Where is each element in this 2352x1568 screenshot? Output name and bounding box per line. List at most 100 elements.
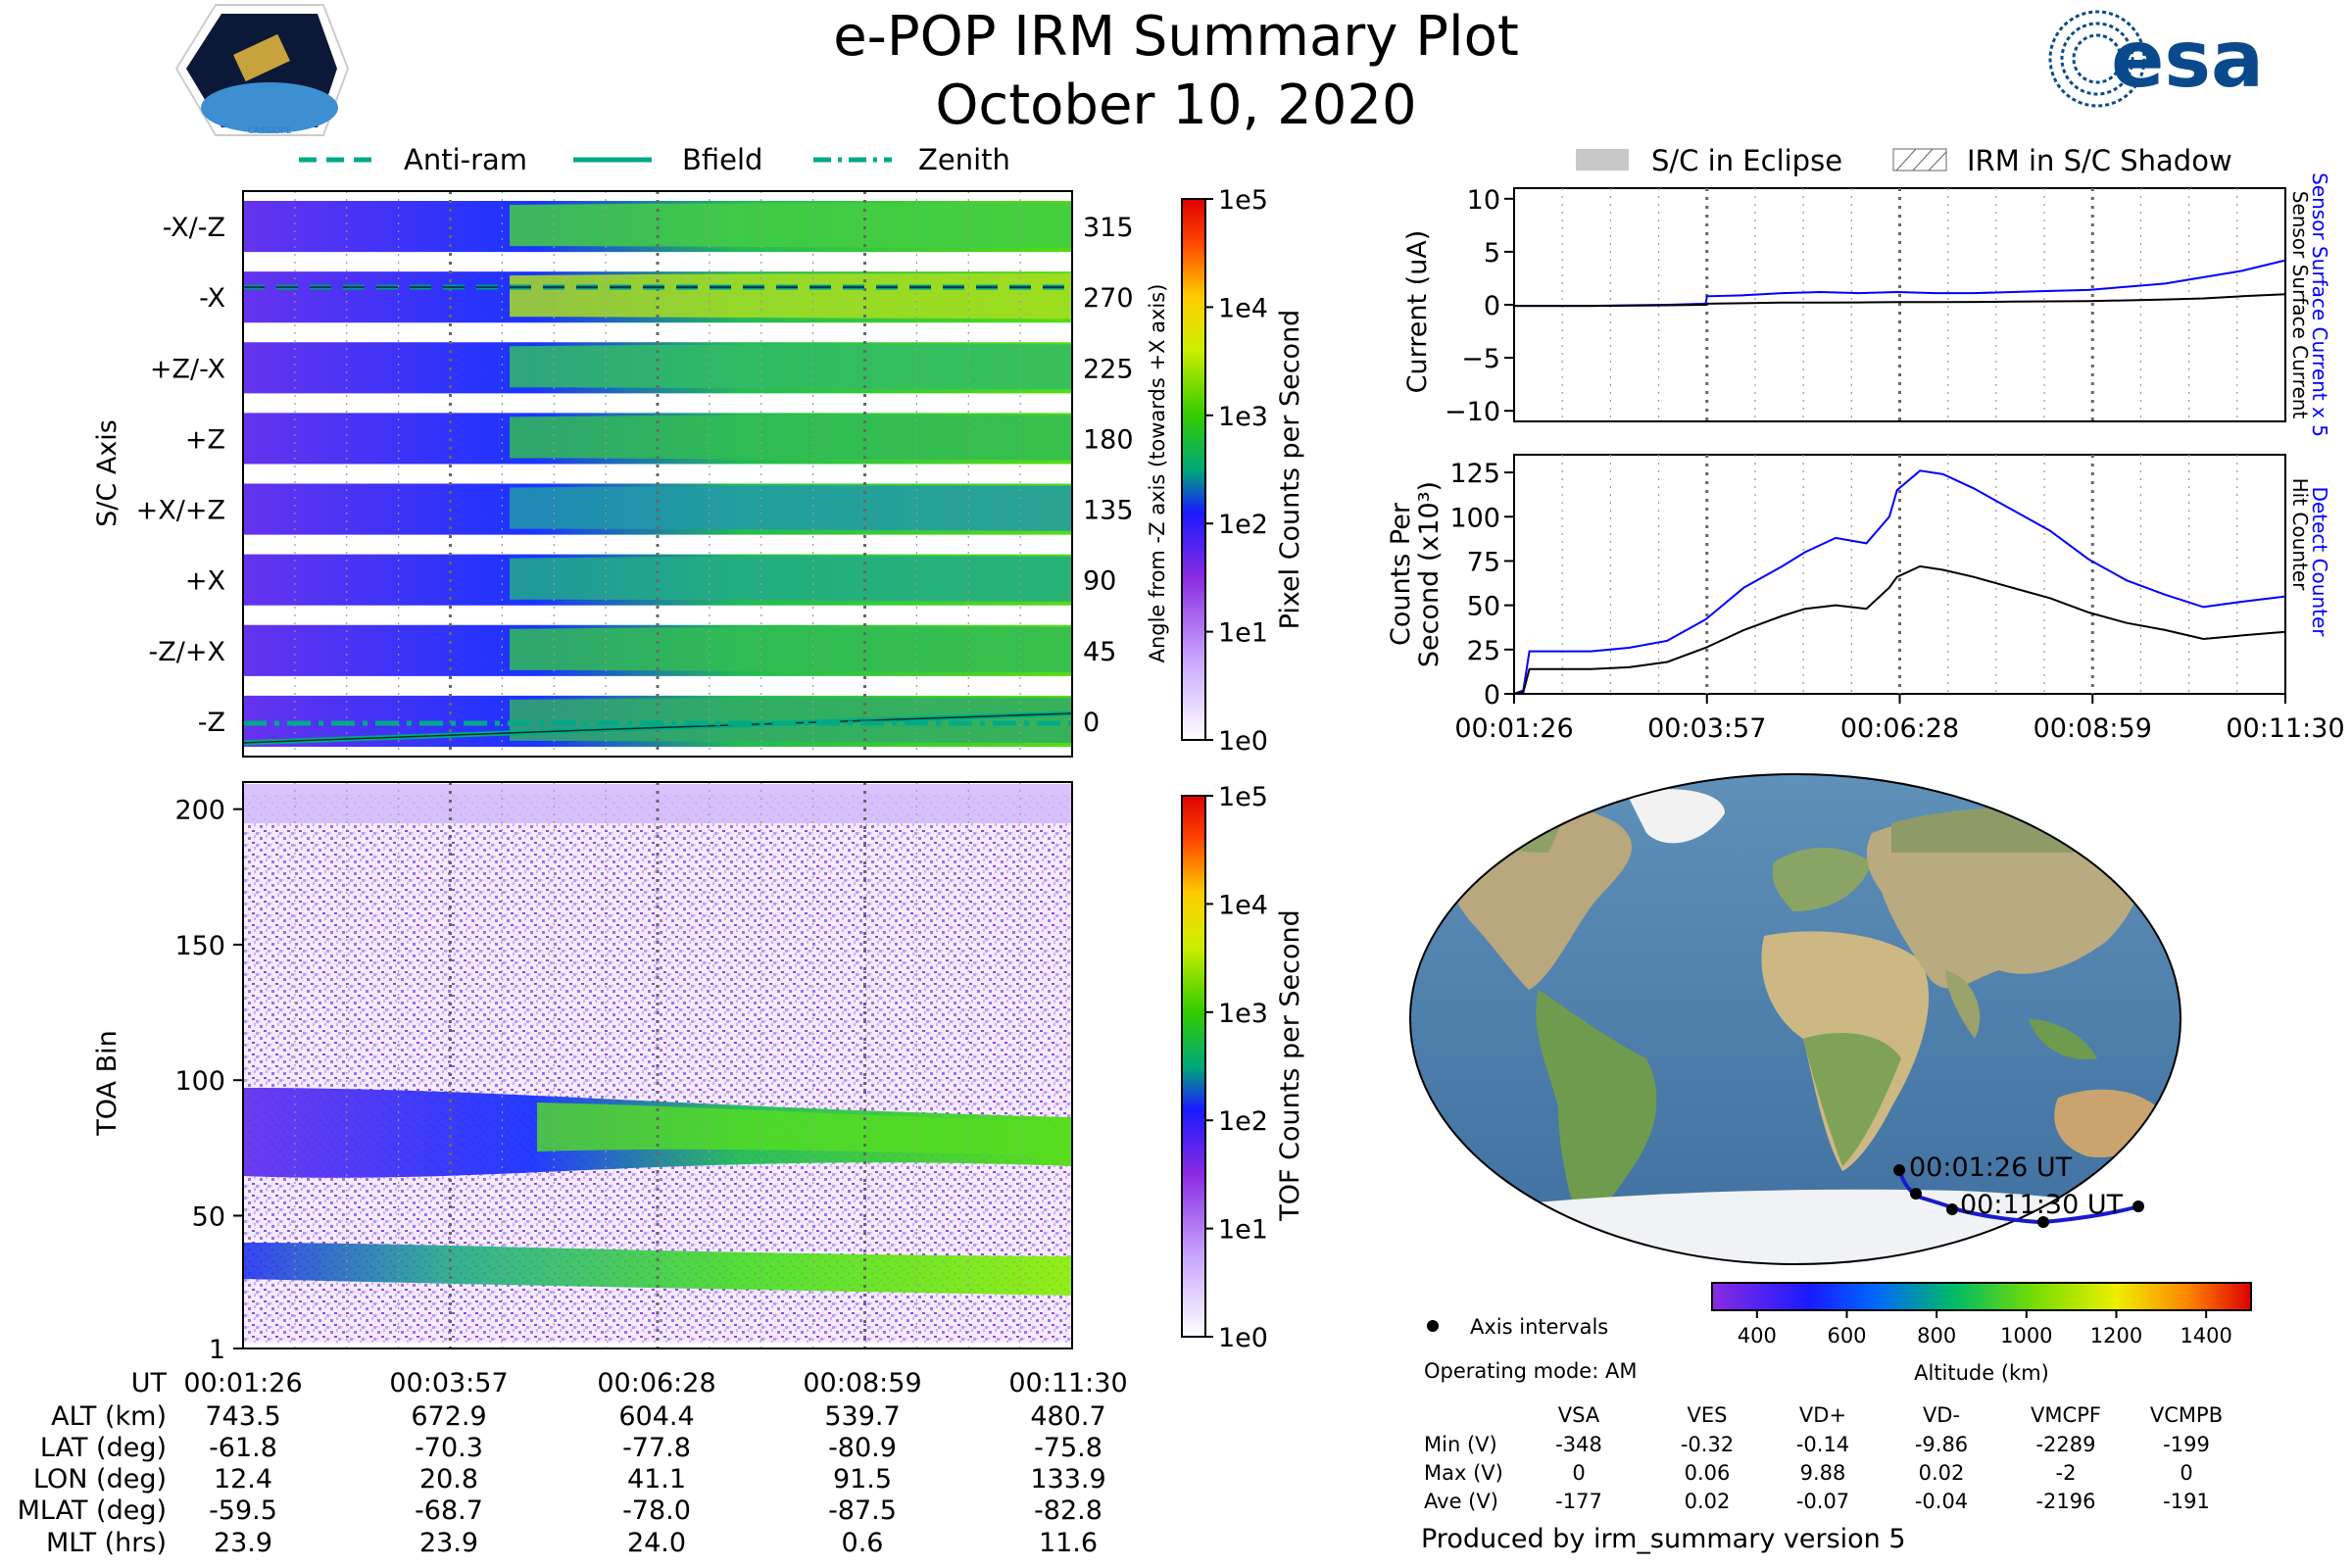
- map-outline: [1409, 773, 2181, 1265]
- eclipse-legend-label: S/C in Eclipse: [1651, 144, 1842, 177]
- xtick-label: 00:11:30: [2226, 713, 2344, 744]
- plot-title: e-POP IRM Summary Plot: [833, 5, 1519, 69]
- pixel-row-core: [510, 626, 1072, 672]
- counts-right-label-blue: Detect Counter: [2308, 487, 2331, 638]
- voltage-header: VMCPF: [2031, 1403, 2101, 1427]
- track-end-label: 00:11:30 UT: [1960, 1190, 2124, 1220]
- current-panel: 10 5 0 −5 −10 Current (uA) Sensor Surface Cu…: [1402, 172, 2331, 437]
- axis-row-label: -X: [199, 283, 225, 314]
- colorbar-tick-label: 1e3: [1218, 402, 1268, 432]
- voltage-cell: 0.02: [1919, 1461, 1965, 1485]
- time-table-cell: -59.5: [209, 1495, 277, 1526]
- counts-right-label-black: Hit Counter: [2288, 478, 2312, 591]
- time-table-cell: -70.3: [415, 1433, 483, 1463]
- angle-tick-label: 0: [1083, 708, 1100, 738]
- time-table-cell: 24.0: [627, 1528, 686, 1558]
- altitude-tick-label: 800: [1917, 1324, 1956, 1348]
- tof-ytick-label: 1: [209, 1335, 225, 1365]
- time-table-cell: -82.8: [1034, 1495, 1102, 1526]
- time-table-cell: 41.1: [627, 1464, 686, 1494]
- altitude-colorbar-gradient: [1711, 1282, 2252, 1311]
- xtick-label: 00:01:26: [1454, 713, 1573, 744]
- axis-interval-point: [1946, 1203, 1958, 1215]
- greenland: [1627, 789, 1725, 844]
- voltage-cell: -199: [2163, 1433, 2210, 1456]
- angle-tick-label: 90: [1083, 566, 1116, 597]
- angle-tick-label: 315: [1083, 213, 1134, 243]
- voltage-cell: -2: [2056, 1461, 2077, 1485]
- colorbar-tick-label: 1e0: [1218, 726, 1268, 757]
- ytick-label: 100: [1449, 503, 1500, 533]
- voltage-header: VES: [1688, 1403, 1728, 1427]
- time-table-cell: -61.8: [209, 1433, 277, 1463]
- europe: [1772, 848, 1872, 911]
- voltage-table: VSA VES VD+ VD- VMCPF VCMPB Min (V) -348 -0.32 -0…: [1424, 1403, 2223, 1513]
- current-series: [1513, 259, 2286, 308]
- voltage-cell: 0: [1572, 1461, 1585, 1485]
- pixel-panel: S/C Axis -X/-Z -X +Z/-X +Z +X/+Z +X -Z/+X -Z 31…: [92, 190, 1169, 758]
- time-table-cell: -75.8: [1034, 1433, 1102, 1463]
- colorbar-tick-label: 1e4: [1218, 293, 1268, 323]
- counts-grid: [1561, 455, 2238, 694]
- south-america: [1536, 990, 1657, 1235]
- tof-ytick-label: 150: [174, 931, 225, 961]
- altitude-tick-label: 1000: [2000, 1324, 2052, 1348]
- colorbar-tick-label: 1e2: [1218, 1106, 1268, 1137]
- mission-logo-text: CASSIOPE: [248, 126, 292, 136]
- voltage-cell: 9.88: [1800, 1461, 1846, 1485]
- time-table-cell: -77.8: [622, 1433, 691, 1463]
- ytick-label: −10: [1445, 397, 1500, 427]
- axis-row-labels: -X/-Z -X +Z/-X +Z +X/+Z +X -Z/+X -Z: [136, 213, 225, 738]
- voltage-header: VD+: [1799, 1403, 1846, 1427]
- voltage-cell: -2289: [2035, 1433, 2095, 1456]
- pixel-row-core: [510, 556, 1072, 602]
- orbit-axis-interval-points: [1893, 1164, 2144, 1228]
- tof-ytick-label: 200: [174, 796, 225, 826]
- colorbar-tick-label: 1e0: [1218, 1323, 1268, 1353]
- ytick-label: 25: [1467, 636, 1500, 666]
- angle-tick-label: 180: [1083, 424, 1134, 455]
- pixel-row-core: [510, 273, 1072, 319]
- current-yticks: 10 5 0 −5 −10: [1445, 185, 1514, 427]
- tof-colorbar: 1e0 1e1 1e2 1e3 1e4 1e5 TOF Counts per Second: [1181, 782, 1305, 1353]
- time-table-cell: 604.4: [618, 1401, 694, 1432]
- time-table-row-label: MLT (hrs): [46, 1528, 167, 1558]
- pixel-panel-ylabel: S/C Axis: [92, 419, 122, 527]
- footer-produced-by: Produced by irm_summary version 5: [1421, 1524, 1906, 1554]
- colorbar-tick-label: 1e3: [1218, 999, 1268, 1029]
- zenith-legend-label: Zenith: [918, 143, 1010, 176]
- axis-row-label: +X/+Z: [136, 496, 225, 526]
- esa-logo-text: esa: [2111, 14, 2264, 105]
- ytick-label: 50: [1467, 592, 1500, 622]
- voltage-cell: -0.07: [1796, 1490, 1849, 1513]
- current-ylabel: Current (uA): [1402, 230, 1433, 394]
- world-map: 00:01:26 UT 00:11:30 UT: [1409, 773, 2181, 1265]
- altitude-tick-label: 1400: [2180, 1324, 2231, 1348]
- axis-interval-point: [1893, 1164, 1905, 1176]
- altitude-tick-label: 400: [1738, 1324, 1777, 1348]
- xtick-label: 00:06:28: [1840, 713, 1959, 744]
- colorbar-tick-label: 1e5: [1218, 185, 1268, 216]
- tof-panel-frame: [242, 781, 1073, 1349]
- time-table-cell: 743.5: [205, 1401, 280, 1432]
- tof-colorbar-gradient: [1181, 795, 1206, 1338]
- anti-ram-legend-label: Anti-ram: [404, 143, 527, 176]
- current-right-label-black: Sensor Surface Current: [2288, 191, 2312, 419]
- time-table-cell: 00:11:30: [1008, 1368, 1127, 1398]
- ytick-label: 75: [1467, 547, 1500, 577]
- ytick-label: 5: [1484, 238, 1500, 269]
- voltage-header: VSA: [1558, 1403, 1600, 1427]
- counts-xticks: 00:01:26 00:03:57 00:06:28 00:08:59 00:11:30: [1454, 694, 2345, 744]
- shadow-legend-swatch: [1892, 148, 1947, 172]
- pixel-colorbar-gradient: [1181, 198, 1206, 741]
- voltage-header: VCMPB: [2150, 1403, 2223, 1427]
- time-table-cell: 12.4: [214, 1464, 272, 1494]
- axis-row-label: +Z/-X: [150, 354, 225, 384]
- time-table-row-label: UT: [131, 1368, 168, 1398]
- time-table-cell: 133.9: [1030, 1464, 1105, 1494]
- xtick-label: 00:08:59: [2034, 713, 2152, 744]
